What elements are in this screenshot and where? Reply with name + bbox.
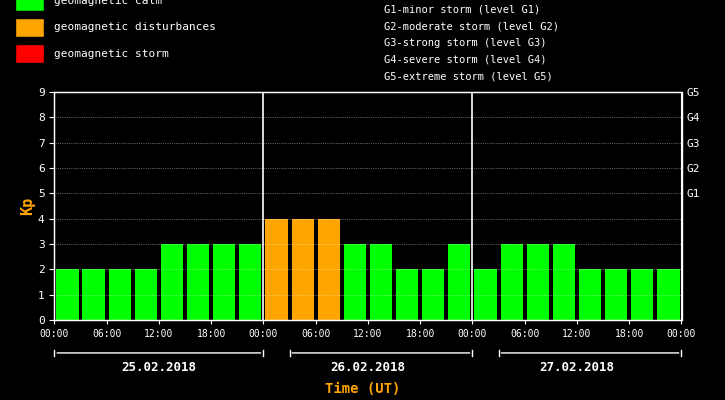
Bar xyxy=(448,244,471,320)
Bar xyxy=(161,244,183,320)
Bar xyxy=(579,269,601,320)
Text: geomagnetic calm: geomagnetic calm xyxy=(54,0,162,6)
Bar xyxy=(526,244,549,320)
FancyBboxPatch shape xyxy=(14,0,44,10)
Bar xyxy=(422,269,444,320)
Bar xyxy=(658,269,679,320)
Text: 26.02.2018: 26.02.2018 xyxy=(331,360,405,374)
Text: G2-moderate storm (level G2): G2-moderate storm (level G2) xyxy=(384,21,559,31)
Bar xyxy=(135,269,157,320)
Bar xyxy=(57,269,78,320)
Text: G5-extreme storm (level G5): G5-extreme storm (level G5) xyxy=(384,71,553,81)
Text: G1-minor storm (level G1): G1-minor storm (level G1) xyxy=(384,4,541,14)
Bar xyxy=(239,244,262,320)
Text: 25.02.2018: 25.02.2018 xyxy=(121,360,196,374)
Bar xyxy=(631,269,653,320)
Text: G4-severe storm (level G4): G4-severe storm (level G4) xyxy=(384,54,547,64)
Bar xyxy=(187,244,210,320)
Bar xyxy=(291,219,314,320)
Text: geomagnetic storm: geomagnetic storm xyxy=(54,49,169,59)
Bar xyxy=(370,244,392,320)
Text: geomagnetic disturbances: geomagnetic disturbances xyxy=(54,22,216,32)
FancyBboxPatch shape xyxy=(14,18,44,37)
Bar xyxy=(500,244,523,320)
Bar xyxy=(213,244,236,320)
Bar xyxy=(605,269,627,320)
Bar xyxy=(83,269,104,320)
Bar xyxy=(552,244,575,320)
FancyBboxPatch shape xyxy=(14,44,44,63)
Bar xyxy=(109,269,130,320)
Bar xyxy=(265,219,288,320)
Bar xyxy=(344,244,366,320)
Text: G3-strong storm (level G3): G3-strong storm (level G3) xyxy=(384,38,547,48)
Text: Time (UT): Time (UT) xyxy=(325,382,400,396)
Bar xyxy=(474,269,497,320)
Y-axis label: Kp: Kp xyxy=(20,197,35,215)
Bar xyxy=(396,269,418,320)
Bar xyxy=(318,219,340,320)
Text: 27.02.2018: 27.02.2018 xyxy=(539,360,615,374)
